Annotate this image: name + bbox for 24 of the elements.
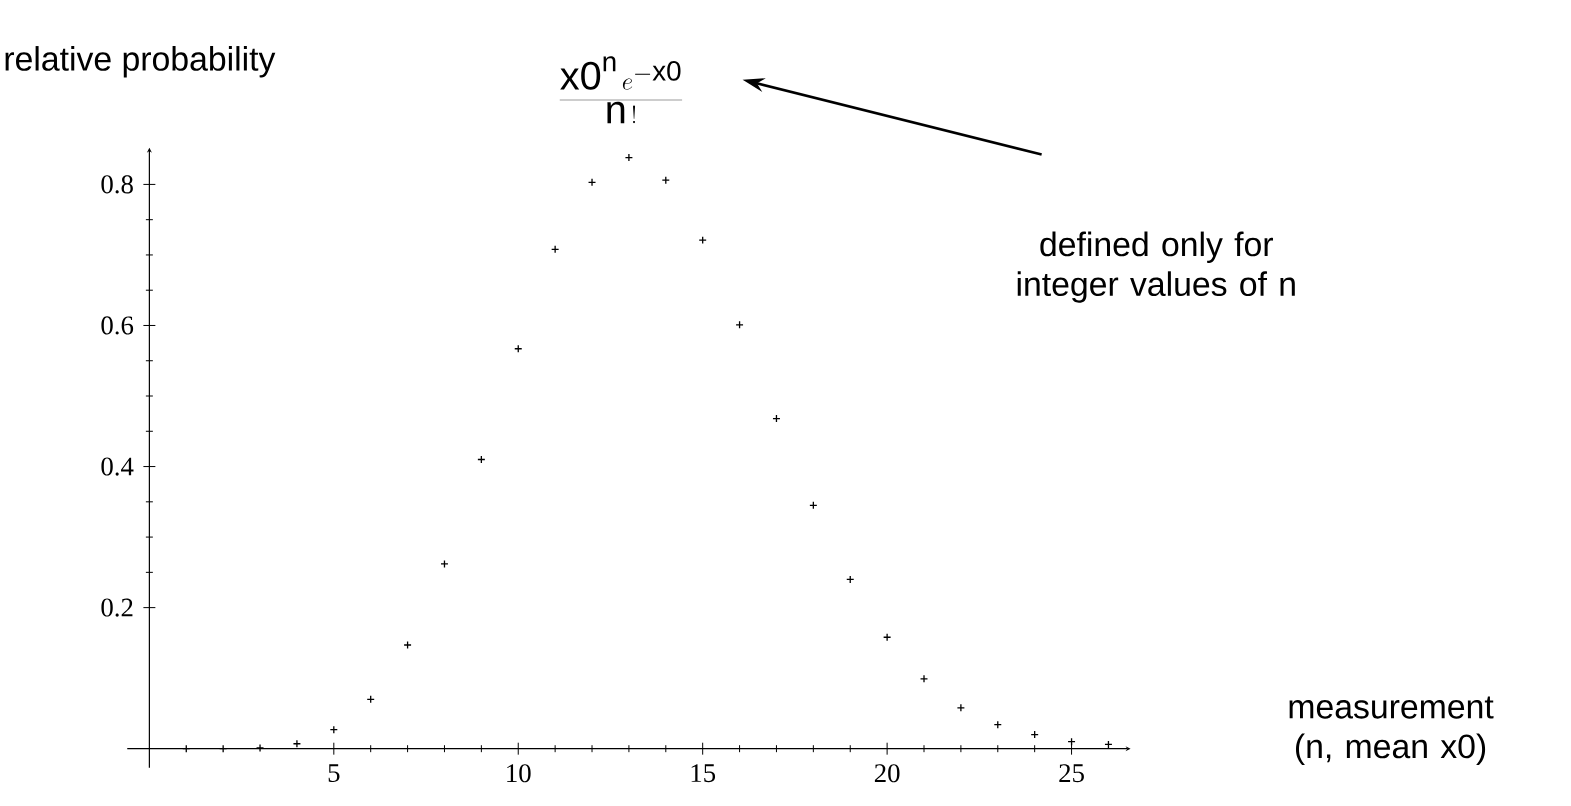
y-tick-label: 0.8	[101, 175, 133, 194]
point	[624, 153, 634, 162]
point	[698, 236, 707, 245]
point	[587, 178, 597, 187]
point	[440, 559, 449, 569]
point	[255, 744, 265, 753]
x-tick-label: 20	[874, 764, 900, 783]
x-tick-label: 5	[328, 764, 340, 783]
text: $\frac{\mathrm{x0}^{\mathrm{n}}\,e^{-\mathrm{x0}}}{\mathrm{n}\,!}$	[559, 56, 683, 124]
y-tick-label: 0.2	[101, 598, 133, 617]
x-tick-label: 15	[691, 764, 716, 783]
point	[551, 245, 560, 254]
point	[292, 739, 302, 749]
y-tick-label: 0.6	[101, 316, 134, 335]
annotation: defined only for integer values of n	[1017, 231, 1295, 304]
y-axis-title: relative probability	[5, 46, 276, 78]
x-tick-label: 10	[507, 764, 531, 783]
y-tick-label: 0.4	[101, 457, 134, 476]
point	[919, 674, 929, 684]
point	[403, 641, 412, 650]
point	[882, 633, 892, 642]
x-axis-title: measurement (n, mean x0)	[1289, 696, 1494, 766]
point	[956, 703, 966, 713]
x-tick-label: 25	[1059, 764, 1084, 783]
